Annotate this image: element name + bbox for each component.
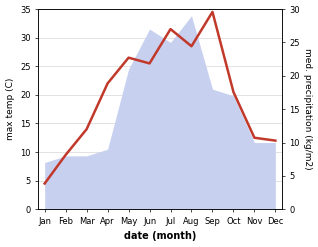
- Y-axis label: max temp (C): max temp (C): [5, 78, 15, 140]
- Y-axis label: med. precipitation (kg/m2): med. precipitation (kg/m2): [303, 48, 313, 170]
- X-axis label: date (month): date (month): [124, 231, 196, 242]
